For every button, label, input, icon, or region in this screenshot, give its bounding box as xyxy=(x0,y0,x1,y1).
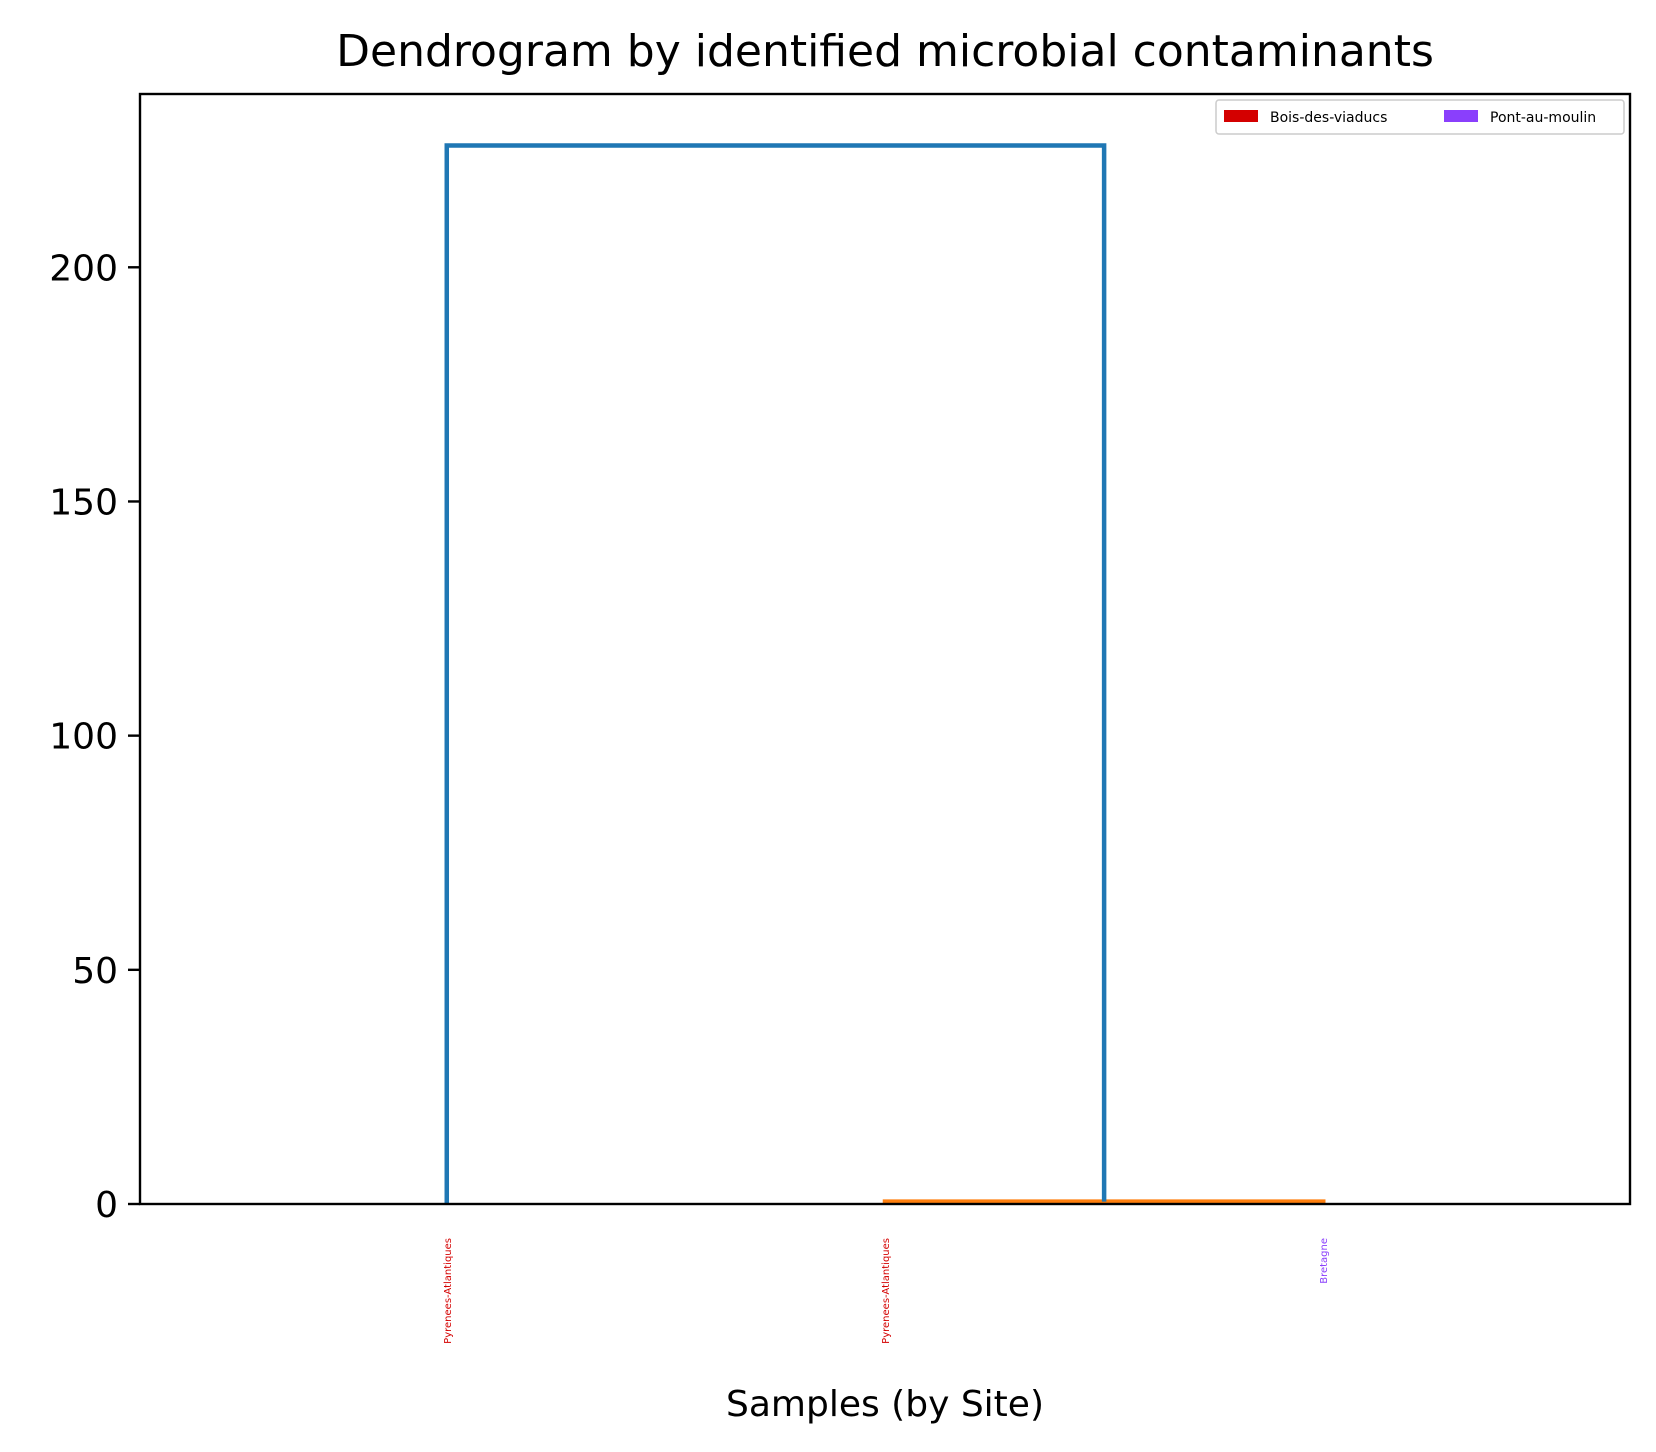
legend-label: Bois-des-viaducs xyxy=(1270,110,1387,126)
legend-swatch xyxy=(1224,110,1258,122)
leaf-label: Pyrenees-Atlantiques xyxy=(881,1238,892,1344)
leaf-label: Bretagne xyxy=(1319,1238,1330,1284)
y-tick-label: 200 xyxy=(49,248,118,289)
dendrogram-link xyxy=(444,143,1107,1204)
leaf-labels: Pyrenees-Atlantiques Pyrenees-Atlantiques… xyxy=(443,1238,1330,1344)
dendrogram-links xyxy=(444,143,1326,1204)
legend-label: Pont-au-moulin xyxy=(1490,110,1596,126)
y-tick-label: 150 xyxy=(49,482,118,523)
y-tick-label: 100 xyxy=(49,717,118,758)
legend: Bois-des-viaducs Pont-au-moulin xyxy=(1215,99,1625,135)
chart-title: Dendrogram by identified microbial conta… xyxy=(336,26,1434,77)
legend-swatch xyxy=(1444,110,1478,122)
y-tick-label: 50 xyxy=(72,951,118,992)
leaf-label: Pyrenees-Atlantiques xyxy=(443,1238,454,1344)
y-tick-label: 0 xyxy=(95,1185,118,1226)
legend-box xyxy=(1215,99,1625,135)
x-axis-label: Samples (by Site) xyxy=(726,1384,1044,1425)
plot-frame xyxy=(138,92,1632,1206)
y-axis: 0 50 100 150 200 xyxy=(49,248,140,1226)
